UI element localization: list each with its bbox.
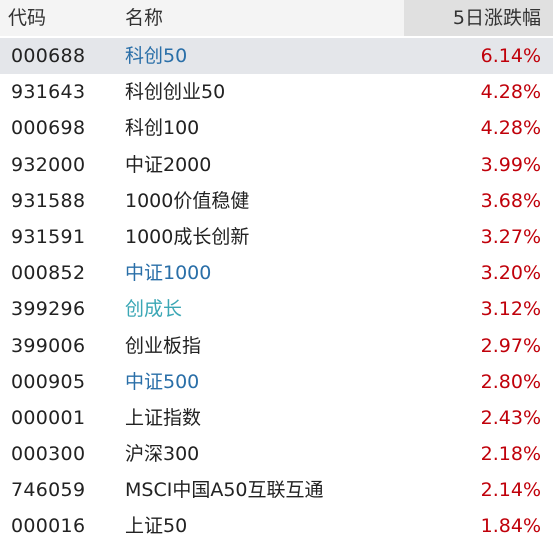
table-row[interactable]: 000688 科创50 6.14% bbox=[0, 38, 553, 74]
index-name-link[interactable]: 创成长 bbox=[125, 291, 182, 327]
index-name: 上证指数 bbox=[125, 400, 201, 436]
index-name: 1000成长创新 bbox=[125, 219, 249, 255]
table-row[interactable]: 399006 创业板指 2.97% bbox=[0, 328, 553, 364]
index-code: 932000 bbox=[11, 147, 85, 183]
change-value: 4.28% bbox=[481, 110, 541, 146]
change-value: 2.97% bbox=[481, 328, 541, 364]
index-name: 中证2000 bbox=[125, 147, 211, 183]
change-value: 2.80% bbox=[481, 364, 541, 400]
change-value: 3.27% bbox=[481, 219, 541, 255]
index-name: 1000价值稳健 bbox=[125, 183, 249, 219]
table-body: 000688 科创50 6.14% 931643 科创创业50 4.28% 00… bbox=[0, 38, 553, 545]
index-name: 沪深300 bbox=[125, 436, 199, 472]
index-code: 000001 bbox=[11, 400, 85, 436]
index-name-link[interactable]: 中证500 bbox=[125, 364, 199, 400]
column-header-5d-change[interactable]: 5日涨跌幅 bbox=[404, 0, 553, 36]
index-name: 上证50 bbox=[125, 508, 187, 544]
table-row[interactable]: 000300 沪深300 2.18% bbox=[0, 436, 553, 472]
change-value: 4.28% bbox=[481, 74, 541, 110]
index-code: 000688 bbox=[11, 38, 85, 74]
index-table: 代码 名称 5日涨跌幅 000688 科创50 6.14% 931643 科创创… bbox=[0, 0, 553, 36]
table-header: 代码 名称 5日涨跌幅 bbox=[0, 0, 553, 36]
change-value: 3.20% bbox=[481, 255, 541, 291]
table-row[interactable]: 000905 中证500 2.80% bbox=[0, 364, 553, 400]
change-value: 1.84% bbox=[481, 508, 541, 544]
index-code: 931643 bbox=[11, 74, 85, 110]
index-code: 000300 bbox=[11, 436, 85, 472]
change-value: 3.99% bbox=[481, 147, 541, 183]
change-value: 2.18% bbox=[481, 436, 541, 472]
index-code: 931588 bbox=[11, 183, 85, 219]
index-name: 创业板指 bbox=[125, 328, 201, 364]
index-code: 746059 bbox=[11, 472, 85, 508]
change-value: 6.14% bbox=[481, 38, 541, 74]
change-value: 3.12% bbox=[481, 291, 541, 327]
index-name-link[interactable]: 中证1000 bbox=[125, 255, 211, 291]
change-value: 2.14% bbox=[481, 472, 541, 508]
index-code: 000698 bbox=[11, 110, 85, 146]
table-row[interactable]: 931643 科创创业50 4.28% bbox=[0, 74, 553, 110]
table-row[interactable]: 399296 创成长 3.12% bbox=[0, 291, 553, 327]
table-row[interactable]: 931588 1000价值稳健 3.68% bbox=[0, 183, 553, 219]
index-code: 399006 bbox=[11, 328, 85, 364]
index-code: 399296 bbox=[11, 291, 85, 327]
index-name: 科创创业50 bbox=[125, 74, 225, 110]
table-row[interactable]: 000852 中证1000 3.20% bbox=[0, 255, 553, 291]
change-value: 2.43% bbox=[481, 400, 541, 436]
index-name-link[interactable]: 科创50 bbox=[125, 38, 187, 74]
index-code: 000852 bbox=[11, 255, 85, 291]
column-header-name[interactable]: 名称 bbox=[125, 0, 163, 36]
index-name: 科创100 bbox=[125, 110, 199, 146]
change-value: 3.68% bbox=[481, 183, 541, 219]
column-header-code[interactable]: 代码 bbox=[8, 0, 46, 36]
table-row[interactable]: 931591 1000成长创新 3.27% bbox=[0, 219, 553, 255]
index-name: MSCI中国A50互联互通 bbox=[125, 472, 324, 508]
index-code: 000016 bbox=[11, 508, 85, 544]
table-row[interactable]: 000016 上证50 1.84% bbox=[0, 508, 553, 544]
table-row[interactable]: 000001 上证指数 2.43% bbox=[0, 400, 553, 436]
index-code: 000905 bbox=[11, 364, 85, 400]
table-row[interactable]: 746059 MSCI中国A50互联互通 2.14% bbox=[0, 472, 553, 508]
index-code: 931591 bbox=[11, 219, 85, 255]
table-row[interactable]: 000698 科创100 4.28% bbox=[0, 110, 553, 146]
table-row[interactable]: 932000 中证2000 3.99% bbox=[0, 147, 553, 183]
